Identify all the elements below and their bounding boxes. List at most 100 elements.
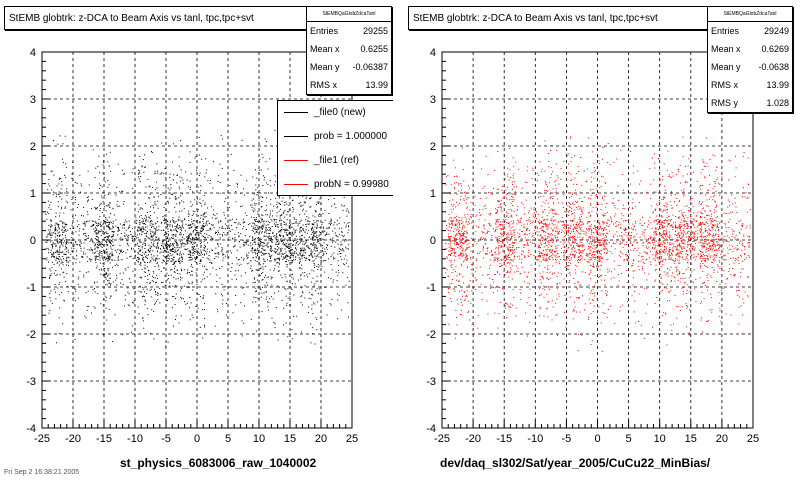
scatter-point: [316, 319, 318, 320]
scatter-point: [66, 248, 68, 250]
scatter-point: [638, 269, 640, 271]
scatter-point: [748, 236, 750, 238]
scatter-point: [551, 242, 553, 244]
scatter-point: [687, 173, 688, 175]
scatter-point: [126, 239, 128, 241]
scatter-point: [178, 261, 180, 263]
scatter-point: [295, 229, 297, 231]
scatter-point: [122, 238, 124, 240]
scatter-point: [63, 230, 65, 232]
scatter-point: [232, 238, 234, 240]
scatter-point: [568, 261, 570, 263]
scatter-point: [333, 198, 335, 199]
scatter-point: [196, 237, 197, 238]
scatter-point: [254, 259, 256, 261]
scatter-point: [173, 263, 175, 265]
scatter-point: [308, 224, 310, 226]
scatter-point: [280, 234, 282, 236]
scatter-point: [149, 261, 151, 263]
scatter-point: [661, 211, 663, 213]
scatter-point: [140, 277, 142, 279]
scatter-point: [187, 238, 189, 240]
scatter-point: [332, 279, 334, 281]
scatter-point: [172, 250, 173, 252]
scatter-point: [64, 174, 66, 176]
y-tick-label: -3: [26, 376, 36, 388]
scatter-point: [137, 257, 138, 258]
scatter-point: [701, 184, 703, 186]
scatter-point: [599, 187, 601, 189]
scatter-point: [95, 261, 97, 263]
scatter-point: [142, 158, 144, 160]
scatter-point: [169, 285, 171, 287]
scatter-point: [63, 212, 65, 214]
scatter-point: [258, 237, 259, 238]
scatter-point: [199, 253, 201, 254]
scatter-point: [55, 196, 57, 198]
scatter-point: [279, 258, 281, 260]
scatter-point: [632, 245, 634, 247]
scatter-point: [267, 246, 269, 248]
scatter-point: [578, 284, 580, 286]
scatter-point: [676, 246, 678, 248]
scatter-point: [154, 259, 156, 261]
scatter-point: [318, 235, 320, 237]
scatter-point: [231, 252, 232, 254]
scatter-point: [452, 199, 454, 201]
scatter-point: [240, 192, 242, 194]
scatter-point: [156, 255, 158, 257]
scatter-point: [261, 311, 263, 313]
scatter-point: [341, 231, 343, 233]
scatter-point: [260, 252, 262, 253]
scatter-point: [258, 232, 260, 234]
scatter-point: [465, 254, 467, 256]
scatter-point: [310, 206, 312, 208]
scatter-point: [546, 218, 548, 220]
scatter-point: [602, 303, 604, 305]
scatter-point: [705, 255, 707, 257]
scatter-point: [279, 235, 281, 236]
scatter-point: [50, 249, 52, 251]
scatter-point: [253, 207, 255, 209]
scatter-point: [55, 216, 57, 218]
scatter-point: [668, 243, 670, 245]
scatter-point: [501, 228, 503, 230]
scatter-point: [744, 253, 746, 255]
scatter-point: [203, 222, 205, 224]
scatter-point: [665, 231, 667, 233]
scatter-point: [286, 239, 288, 241]
scatter-point: [200, 254, 202, 256]
scatter-point: [664, 258, 666, 260]
scatter-point: [96, 281, 98, 283]
scatter-point: [557, 202, 559, 204]
scatter-point: [181, 193, 183, 195]
scatter-point: [247, 255, 249, 257]
scatter-point: [233, 246, 235, 248]
scatter-point: [513, 258, 515, 260]
scatter-point: [483, 205, 485, 207]
scatter-point: [587, 261, 589, 263]
scatter-point: [574, 227, 576, 229]
scatter-point: [111, 249, 113, 251]
scatter-point: [267, 284, 269, 286]
scatter-point: [623, 208, 625, 210]
scatter-point: [59, 220, 61, 222]
scatter-point: [506, 236, 508, 238]
scatter-point: [555, 247, 557, 249]
scatter-point: [256, 231, 257, 233]
scatter-point: [235, 201, 237, 203]
scatter-point: [109, 258, 111, 260]
scatter-point: [116, 284, 118, 286]
scatter-point: [729, 205, 731, 207]
scatter-point: [195, 306, 197, 307]
scatter-point: [693, 231, 695, 233]
scatter-point: [176, 175, 178, 176]
scatter-point: [200, 260, 202, 262]
scatter-point: [167, 246, 169, 247]
scatter-point: [53, 243, 55, 245]
scatter-point: [252, 237, 254, 239]
scatter-point: [102, 232, 104, 234]
scatter-point: [705, 236, 707, 238]
scatter-point: [65, 281, 67, 282]
scatter-point: [615, 222, 617, 224]
